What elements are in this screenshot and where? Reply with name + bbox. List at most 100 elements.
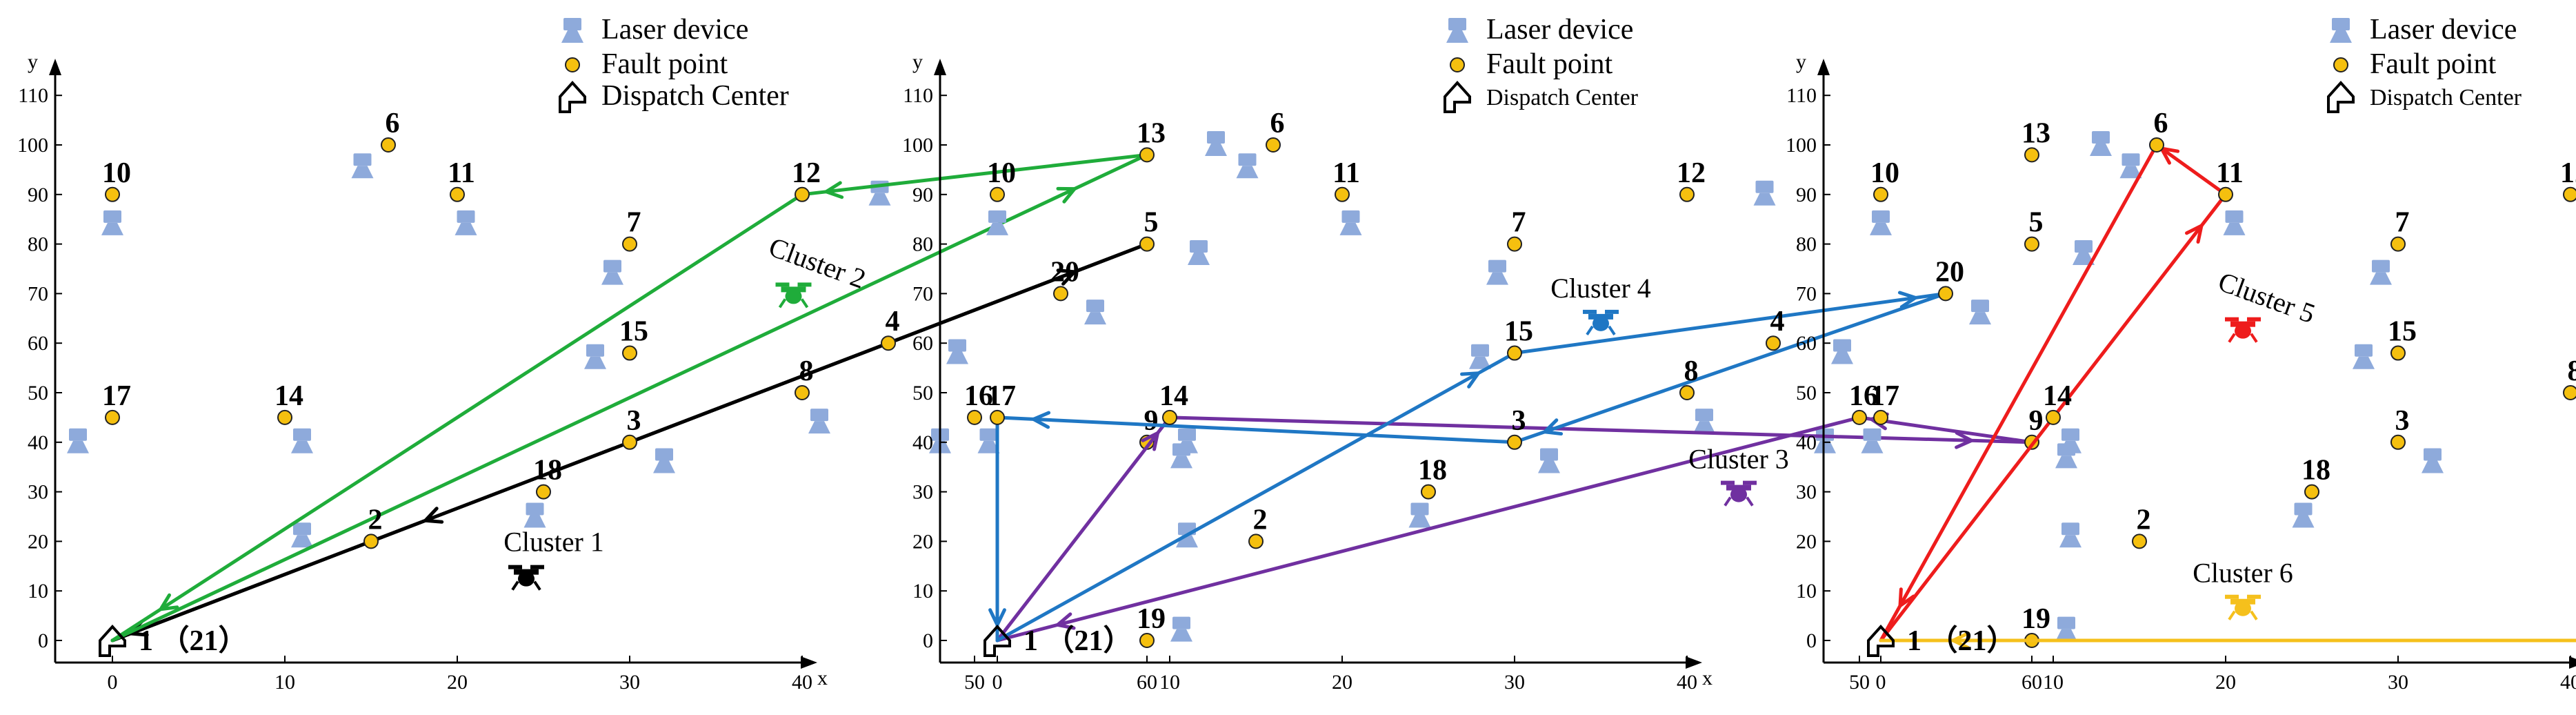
fault-point-label-15: 15 — [1504, 316, 1533, 348]
route-arrowhead — [824, 181, 844, 199]
y-tick-label: 80 — [28, 233, 48, 256]
fault-point-17 — [1873, 409, 1888, 425]
fault-point-label-2: 2 — [1253, 504, 1268, 536]
legend-laser-device-icon — [2330, 18, 2352, 43]
route-line — [995, 351, 1517, 643]
laser-device-head — [1410, 502, 1429, 516]
laser-device-head — [948, 339, 966, 352]
laser-device-base — [1084, 312, 1106, 325]
fault-point-8 — [1679, 385, 1695, 400]
laser-device-base — [986, 222, 1008, 235]
route-arrowhead — [1897, 291, 1917, 309]
laser-device-head — [2075, 239, 2093, 253]
fault-point-label-14: 14 — [274, 380, 303, 412]
fault-point-label-12: 12 — [792, 157, 821, 189]
laser-device-6 — [2223, 210, 2246, 235]
route-arrowhead — [1141, 431, 1159, 451]
fault-point-18 — [1421, 484, 1436, 500]
drone-icon-cluster-6 — [2225, 594, 2261, 620]
fault-point-label-15: 15 — [619, 316, 648, 348]
y-tick-label: 40 — [28, 431, 48, 454]
house-outline — [1444, 81, 1471, 113]
drone-leg-right — [1608, 325, 1616, 335]
legend-entry-laser-device: Laser device — [2370, 14, 2517, 46]
drone-rotor-right — [2247, 317, 2261, 322]
fault-point-16 — [967, 409, 982, 425]
route-arrowhead — [1460, 371, 1480, 389]
route-segment — [995, 411, 1517, 444]
route-arrowhead — [1951, 631, 1970, 649]
route-segment — [995, 415, 1172, 643]
fault-point-label-13: 13 — [1137, 117, 1166, 149]
fault-point-label-17: 17 — [987, 380, 1016, 412]
laser-device-head — [2121, 153, 2140, 166]
fault-point-8 — [2563, 385, 2576, 400]
fault-point-label-10: 10 — [1870, 157, 1899, 189]
laser-device-head — [1086, 300, 1104, 313]
y-tick-label: 30 — [912, 481, 933, 504]
y-tick-label: 20 — [912, 530, 933, 553]
laser-device-4 — [1176, 428, 1198, 453]
fault-point-16 — [1852, 409, 1867, 425]
laser-device-9 — [601, 259, 623, 285]
fault-point-label-8: 8 — [799, 355, 814, 387]
y-axis-label: y — [1796, 50, 1806, 73]
laser-device-17 — [1170, 616, 1192, 642]
fault-point-15 — [2390, 345, 2406, 361]
laser-device-base — [1469, 356, 1491, 369]
laser-device-base — [2370, 272, 2392, 285]
fault-point-3 — [622, 434, 637, 450]
fault-point-2 — [2132, 533, 2147, 549]
x-tick-label: 30 — [619, 671, 640, 694]
y-tick-label: 80 — [1796, 233, 1817, 256]
legend-entry-dispatch-center: Dispatch Center — [1486, 85, 1639, 110]
laser-device-6 — [1339, 210, 1362, 235]
drone-leg-right — [800, 298, 809, 308]
drone-body — [1730, 487, 1747, 502]
laser-device-13 — [1814, 428, 1836, 453]
route-cluster-4 — [988, 291, 1948, 643]
legend-entry-dispatch-center: Dispatch Center — [2370, 85, 2522, 110]
laser-device-head — [457, 210, 475, 223]
fault-point-11 — [2218, 186, 2233, 202]
laser-device-head — [810, 409, 828, 422]
y-axis-label: y — [912, 50, 923, 73]
y-tick-label: 50 — [912, 382, 933, 404]
laser-device-base — [2119, 166, 2142, 179]
fault-point-label-10: 10 — [102, 157, 131, 189]
fault-point-20 — [1938, 286, 1953, 302]
fault-point-label-2: 2 — [368, 504, 383, 536]
x-tick-label: 60 — [2021, 671, 2042, 694]
fault-point-label-15: 15 — [2388, 316, 2417, 348]
dispatch-center-label: 1 （21） — [139, 625, 248, 657]
drone-rotor-left — [1583, 309, 1597, 314]
y-tick-label: 90 — [912, 184, 933, 206]
fault-point-2 — [1248, 533, 1264, 549]
y-tick-label: 0 — [923, 629, 933, 652]
y-tick-label: 0 — [38, 629, 48, 652]
route-arrowhead — [1056, 612, 1076, 630]
fault-point-label-9: 9 — [1144, 405, 1159, 437]
laser-device-base — [1486, 272, 1508, 285]
laser-device-5 — [1236, 153, 1259, 179]
laser-device-11 — [1693, 409, 1715, 434]
fault-point-13 — [2024, 147, 2039, 163]
legend-entry-fault-point: Fault point — [601, 48, 728, 80]
dispatch-center-label: 1 （21） — [1024, 625, 1132, 657]
fault-point-label-10: 10 — [987, 157, 1016, 189]
laser-device-head — [2294, 502, 2313, 516]
drone-body — [2235, 600, 2251, 616]
fault-point-11 — [450, 186, 465, 202]
fault-point-6 — [1266, 137, 1281, 153]
laser-device-base — [1170, 629, 1192, 642]
laser-device-base — [67, 440, 89, 453]
route-cluster-2 — [110, 153, 1149, 643]
laser-device-base — [1170, 456, 1192, 469]
fault-point-5 — [2024, 236, 2039, 252]
drone-rotor-right — [797, 282, 812, 287]
cluster-label-2: Cluster 4 — [1550, 273, 1651, 304]
laser-device-14 — [1831, 339, 1853, 364]
x-tick-label: 0 — [992, 671, 1003, 694]
legend-dispatch-center-icon — [1444, 81, 1471, 113]
y-tick-label: 90 — [28, 184, 48, 206]
